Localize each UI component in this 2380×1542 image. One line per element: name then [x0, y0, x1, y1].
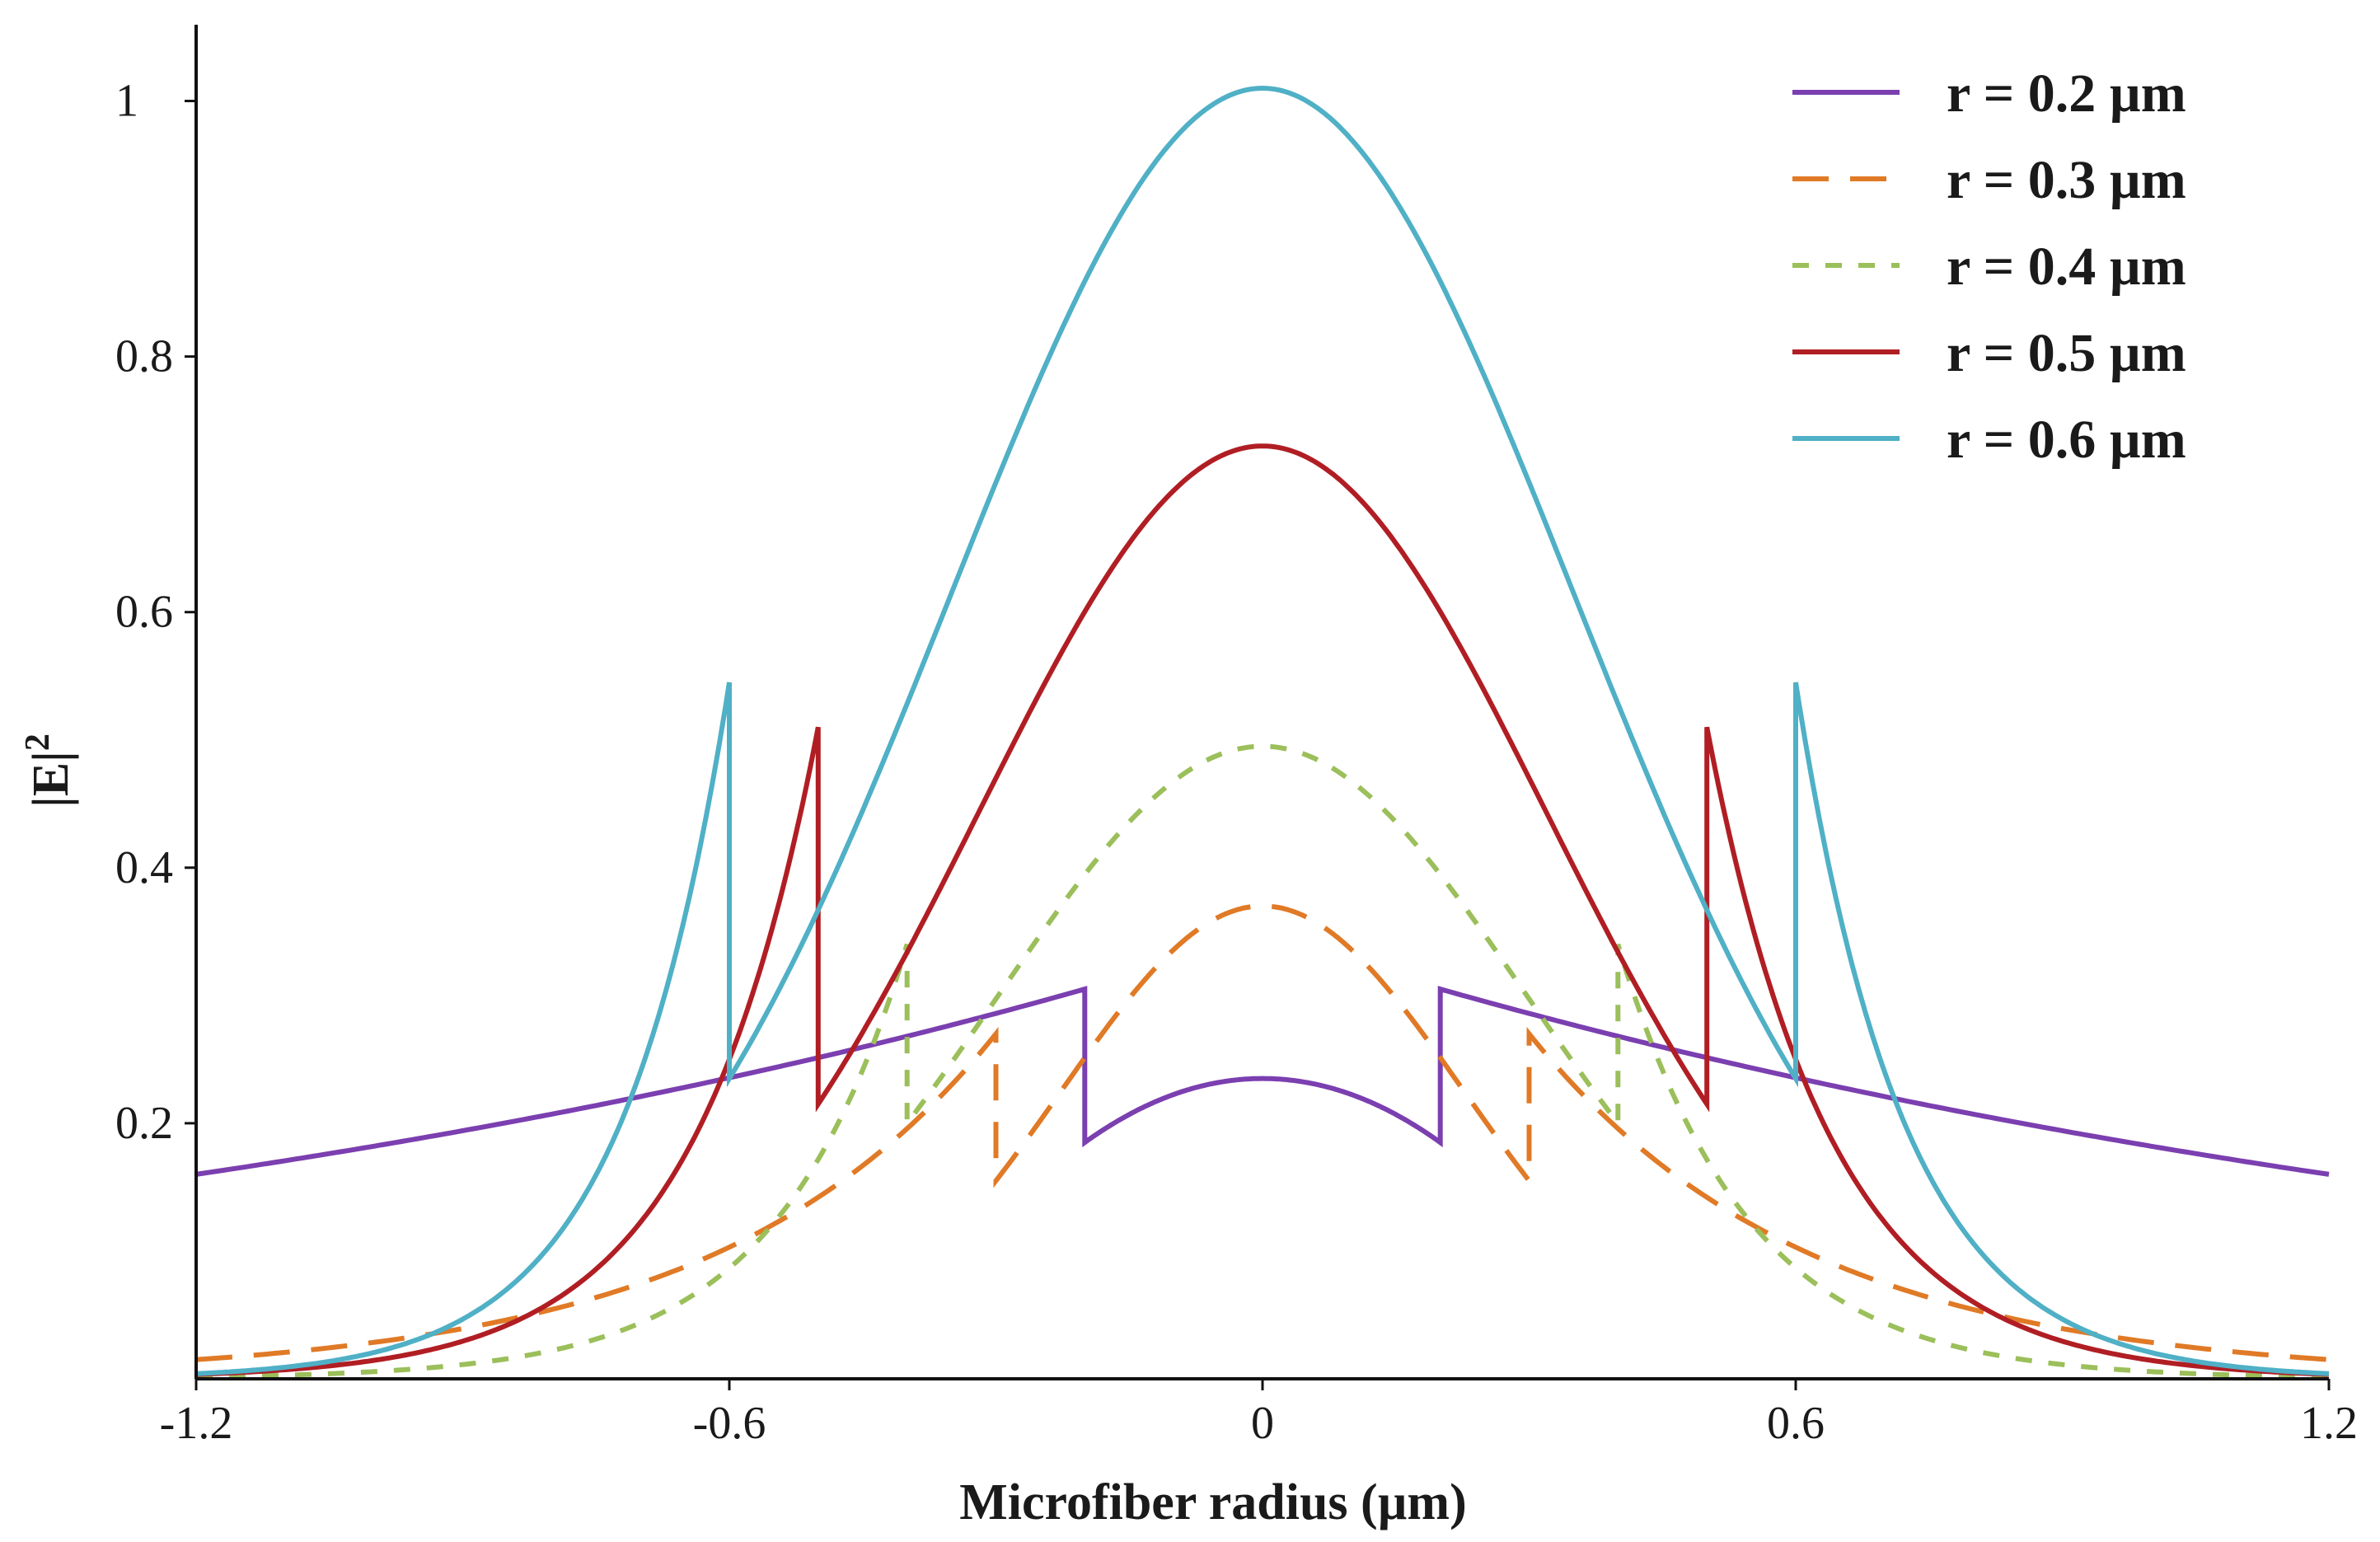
series-line-1 — [195, 986, 2330, 1177]
y-tick-label: 0.2 — [115, 1098, 173, 1149]
x-tick-label: -1.2 — [160, 1398, 233, 1449]
y-axis-ticks: 0.2 0.4 0.6 0.8 1 — [115, 76, 196, 1149]
y-tick-label: 0.8 — [115, 331, 173, 382]
y-tick-label: 0.6 — [115, 587, 173, 638]
y-axis-title: |E|2 — [19, 734, 79, 808]
x-tick-label: 1.2 — [2300, 1398, 2358, 1449]
legend-label-5: r = 0.6 µm — [1947, 410, 2186, 470]
y-tick-label: 1 — [115, 76, 138, 127]
x-tick-label: -0.6 — [693, 1398, 766, 1449]
legend-label-1: r = 0.2 µm — [1947, 63, 2186, 124]
series-line-5 — [195, 85, 2330, 1376]
series-line-4 — [195, 443, 2330, 1377]
x-axis-ticks: -1.2 -0.6 0 0.6 1.2 — [160, 1379, 2358, 1449]
y-axis-title-superscript: 2 — [19, 734, 57, 751]
legend-label-3: r = 0.4 µm — [1947, 237, 2186, 297]
legend-label-4: r = 0.5 µm — [1947, 323, 2186, 383]
x-axis-title: Microfiber radius (µm) — [959, 1474, 1466, 1530]
y-tick-label: 0.4 — [115, 842, 173, 893]
chart-legend: r = 0.2 µm r = 0.3 µm r = 0.4 µm r = 0.5 µm… — [1792, 63, 2186, 470]
x-tick-label: 0 — [1251, 1398, 1274, 1449]
x-tick-label: 0.6 — [1767, 1398, 1825, 1449]
legend-label-2: r = 0.3 µm — [1947, 150, 2186, 210]
series-layer — [195, 85, 2330, 1380]
y-axis-title-main: |E| — [23, 751, 79, 808]
series-line-2 — [195, 903, 2330, 1362]
